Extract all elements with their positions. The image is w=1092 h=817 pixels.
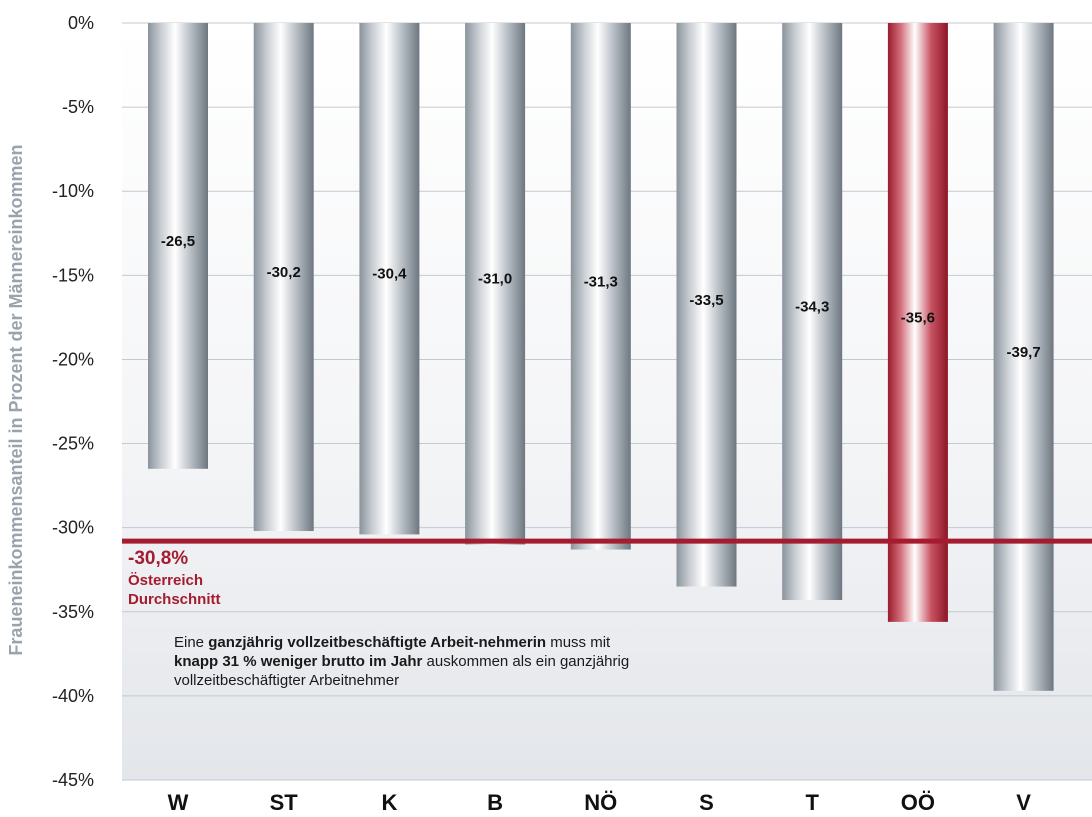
bar-s	[676, 23, 737, 587]
x-category-label: V	[1016, 790, 1031, 815]
y-tick-label: -10%	[52, 181, 94, 201]
bar-value-label: -26,5	[161, 233, 195, 250]
y-axis-ticks: 0% -5% -10% -15% -20% -25% -30% -35% -40% -45%	[52, 13, 94, 790]
x-category-label: OÖ	[901, 790, 935, 815]
annotation-part1: Eine	[174, 634, 209, 651]
x-category-label: ST	[270, 790, 299, 815]
average-label-line2: Durchschnitt	[128, 591, 221, 608]
bar-k	[359, 23, 420, 535]
y-tick-label: -40%	[52, 686, 94, 706]
bar-t	[782, 23, 843, 601]
average-label-line1: Österreich	[128, 572, 203, 589]
annotation-part2: muss mit	[546, 634, 611, 651]
bar-value-label: -31,0	[478, 271, 512, 288]
bar-value-label: -31,3	[584, 273, 618, 290]
y-tick-label: 0%	[68, 13, 94, 33]
bar-value-label: -34,3	[795, 299, 829, 316]
x-axis-categories: W ST K B NÖ S T OÖ V	[168, 790, 1032, 815]
bar-w	[148, 23, 208, 469]
bar-st	[253, 23, 314, 532]
annotation-bold2: knapp 31 % weniger brutto im Jahr	[174, 653, 423, 670]
average-value-label: -30,8%	[128, 548, 188, 569]
bar-value-label: -35,6	[901, 309, 935, 326]
x-category-label: S	[699, 790, 714, 815]
y-tick-label: -45%	[52, 770, 94, 790]
x-category-label: B	[487, 790, 503, 815]
bar-b	[465, 23, 526, 545]
bars: -26,5 -30,2 -30,4 -31,0 -31,3 -33,5 -34,3 -35,6…	[148, 23, 1054, 691]
x-category-label: W	[168, 790, 189, 815]
bar-value-label: -30,2	[267, 264, 301, 281]
y-tick-label: -30%	[52, 518, 94, 538]
y-tick-label: -25%	[52, 434, 94, 454]
bar-value-label: -33,5	[689, 292, 723, 309]
bar-v	[993, 23, 1054, 691]
y-tick-label: -35%	[52, 602, 94, 622]
y-tick-label: -5%	[62, 97, 94, 117]
bar-value-label: -39,7	[1006, 344, 1040, 361]
y-tick-label: -15%	[52, 265, 94, 285]
x-category-label: K	[381, 790, 397, 815]
y-tick-label: -20%	[52, 349, 94, 369]
x-category-label: T	[805, 790, 819, 815]
x-category-label: NÖ	[584, 790, 617, 815]
annotation-text: Eine ganzjährig vollzeitbeschäftigte Arb…	[174, 633, 634, 690]
annotation-bold1: ganzjährig vollzeitbeschäftigte Arbeit-n…	[208, 634, 547, 651]
annotation-part3: auskommen als ein ganzjährig vollzeitbes…	[174, 653, 630, 689]
bar-nö	[570, 23, 631, 550]
y-axis-label: Fraueneinkommensanteil in Prozent der Mä…	[6, 144, 26, 655]
bar-value-label: -30,4	[372, 266, 407, 283]
bar-oö	[887, 23, 948, 622]
